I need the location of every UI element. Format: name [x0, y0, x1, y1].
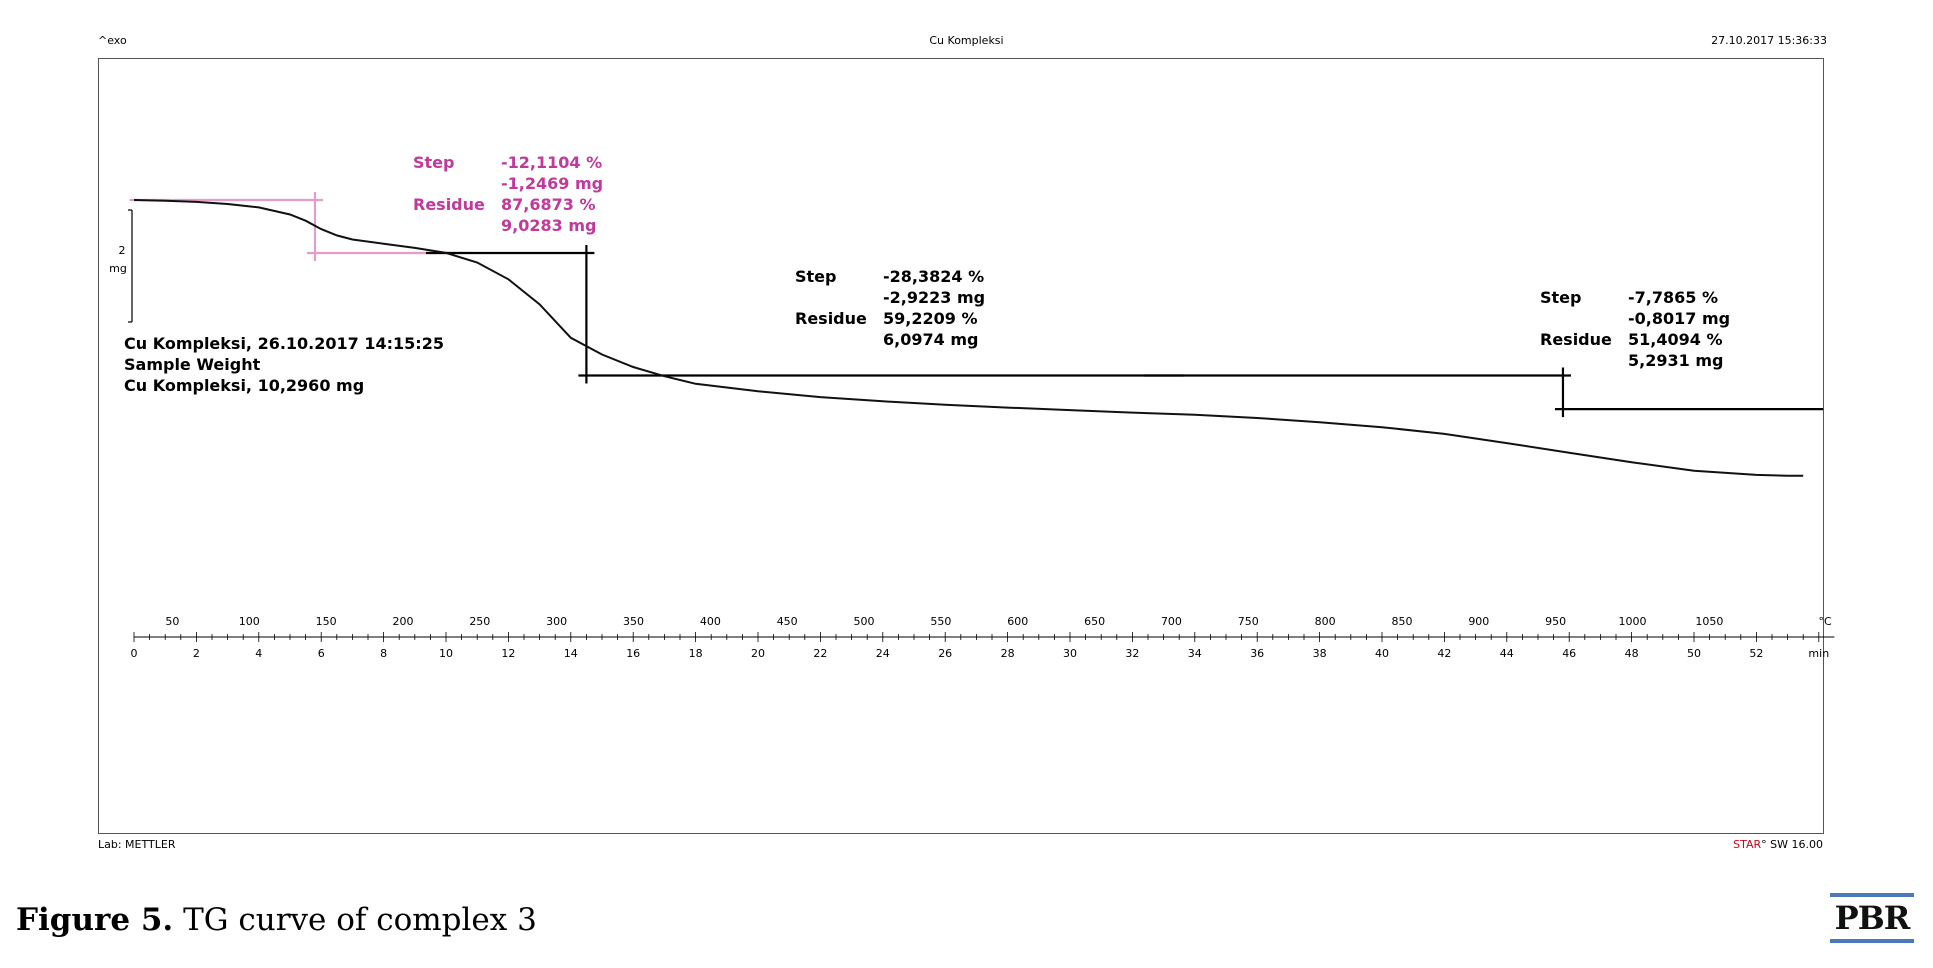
temp-tick-label: 350 [623, 615, 644, 628]
temp-tick-label: 550 [930, 615, 951, 628]
residue-mass: 5,2931 mg [1628, 351, 1724, 370]
step-label: Step [1540, 288, 1582, 307]
temp-tick-label: 650 [1084, 615, 1105, 628]
residue-mass: 6,0974 mg [883, 330, 979, 349]
exo-indicator: ^exo [98, 34, 127, 47]
time-tick-label: 2 [193, 647, 200, 660]
tg-curve-line [133, 199, 1804, 477]
temp-tick-label: 250 [469, 615, 490, 628]
time-tick-label: 18 [689, 647, 703, 660]
step-mass: -2,9223 mg [883, 288, 986, 307]
step-percent: -12,1104 % [501, 153, 603, 172]
time-tick-label: 10 [439, 647, 453, 660]
time-tick-label: 20 [751, 647, 765, 660]
time-tick-label: 6 [318, 647, 325, 660]
temp-tick-label: 700 [1161, 615, 1182, 628]
time-tick-label: 48 [1625, 647, 1639, 660]
step-mass: -0,8017 mg [1628, 309, 1731, 328]
temp-tick-label: 900 [1468, 615, 1489, 628]
time-tick-label: 30 [1063, 647, 1077, 660]
temp-tick-label: 200 [392, 615, 413, 628]
temp-tick-label: 800 [1315, 615, 1336, 628]
residue-label: Residue [795, 309, 867, 328]
time-tick-label: 34 [1188, 647, 1202, 660]
time-tick-label: 0 [131, 647, 138, 660]
scale-bar-value: 2 [119, 244, 126, 257]
residue-percent: 87,6873 % [501, 195, 596, 214]
residue-percent: 51,4094 % [1628, 330, 1723, 349]
step-annotation-2: Step -28,3824 % -2,9223 mg Residue 59,2209… [795, 266, 985, 350]
time-tick-label: 16 [626, 647, 640, 660]
time-tick-label: 52 [1749, 647, 1763, 660]
timestamp: 27.10.2017 15:36:33 [1711, 34, 1827, 47]
step-annotation-3: Step -7,7865 % -0,8017 mg Residue 51,4094 … [1540, 287, 1730, 371]
temp-tick-label: 750 [1238, 615, 1259, 628]
lab-label: Lab: METTLER [98, 838, 176, 851]
time-tick-label: 8 [380, 647, 387, 660]
temp-tick-label: 50 [165, 615, 179, 628]
time-tick-label: 32 [1125, 647, 1139, 660]
residue-mass: 9,0283 mg [501, 216, 597, 235]
time-tick-label: 4 [255, 647, 262, 660]
time-tick-label: 22 [813, 647, 827, 660]
residue-label: Residue [413, 195, 485, 214]
step-marker-2 [426, 244, 1184, 384]
temp-tick-label: 450 [777, 615, 798, 628]
sample-info-line: Sample Weight [124, 355, 261, 374]
temp-tick-label: 300 [546, 615, 567, 628]
time-tick-label: 14 [564, 647, 578, 660]
step-percent: -28,3824 % [883, 267, 985, 286]
step-label: Step [413, 153, 455, 172]
time-tick-label: 40 [1375, 647, 1389, 660]
dual-axis: 0 2 4 6 8 10 12 14 16 18 20 22 24 26 28 30 32 34 36 38 40 42 4… [131, 615, 1835, 660]
temp-tick-label: 850 [1391, 615, 1412, 628]
temp-tick-label: 100 [239, 615, 260, 628]
time-tick-label: 50 [1687, 647, 1701, 660]
temp-tick-label: 1000 [1619, 615, 1647, 628]
plot-frame [98, 58, 1824, 834]
temp-tick-label: 150 [316, 615, 337, 628]
time-tick-label: 26 [938, 647, 952, 660]
temp-tick-label: 400 [700, 615, 721, 628]
software-brand: STAR [1733, 838, 1762, 851]
temp-tick-label: 600 [1007, 615, 1028, 628]
step-percent: -7,7865 % [1628, 288, 1718, 307]
temp-unit-label: °C [1818, 615, 1832, 628]
caption-label: Figure 5. [16, 902, 174, 938]
caption-text: TG curve of complex 3 [173, 902, 537, 938]
temp-tick-label: 1050 [1695, 615, 1723, 628]
residue-percent: 59,2209 % [883, 309, 978, 328]
figure-caption: Figure 5. TG curve of complex 3 [16, 902, 537, 938]
time-tick-label: 42 [1437, 647, 1451, 660]
temp-tick-label: 500 [854, 615, 875, 628]
journal-logo: PBR [1830, 893, 1914, 943]
temp-tick-label: 950 [1545, 615, 1566, 628]
sample-info-line: Cu Kompleksi, 26.10.2017 14:15:25 [124, 334, 444, 353]
time-tick-label: 44 [1500, 647, 1514, 660]
time-tick-label: 38 [1313, 647, 1327, 660]
step-mass: -1,2469 mg [501, 174, 604, 193]
sample-info-line: Cu Kompleksi, 10,2960 mg [124, 376, 365, 395]
time-tick-label: 12 [501, 647, 515, 660]
time-tick-label: 36 [1250, 647, 1264, 660]
step-markers [129, 192, 1824, 418]
scale-bar: 2 mg [109, 209, 133, 323]
step-marker-3 [1143, 367, 1824, 418]
time-tick-label: 46 [1562, 647, 1576, 660]
software-label: STAR° SW 16.00 [1733, 838, 1823, 851]
residue-label: Residue [1540, 330, 1612, 349]
time-unit-label: min [1808, 647, 1829, 660]
sample-info: Cu Kompleksi, 26.10.2017 14:15:25 Sample… [124, 333, 444, 396]
software-version: ° SW 16.00 [1761, 838, 1823, 851]
step-label: Step [795, 267, 837, 286]
time-tick-label: 28 [1001, 647, 1015, 660]
chart-title: Cu Kompleksi [929, 34, 1004, 47]
step-annotation-1: Step -12,1104 % -1,2469 mg Residue 87,6873… [413, 152, 603, 236]
scale-bar-unit: mg [109, 262, 127, 275]
time-tick-label: 24 [876, 647, 890, 660]
